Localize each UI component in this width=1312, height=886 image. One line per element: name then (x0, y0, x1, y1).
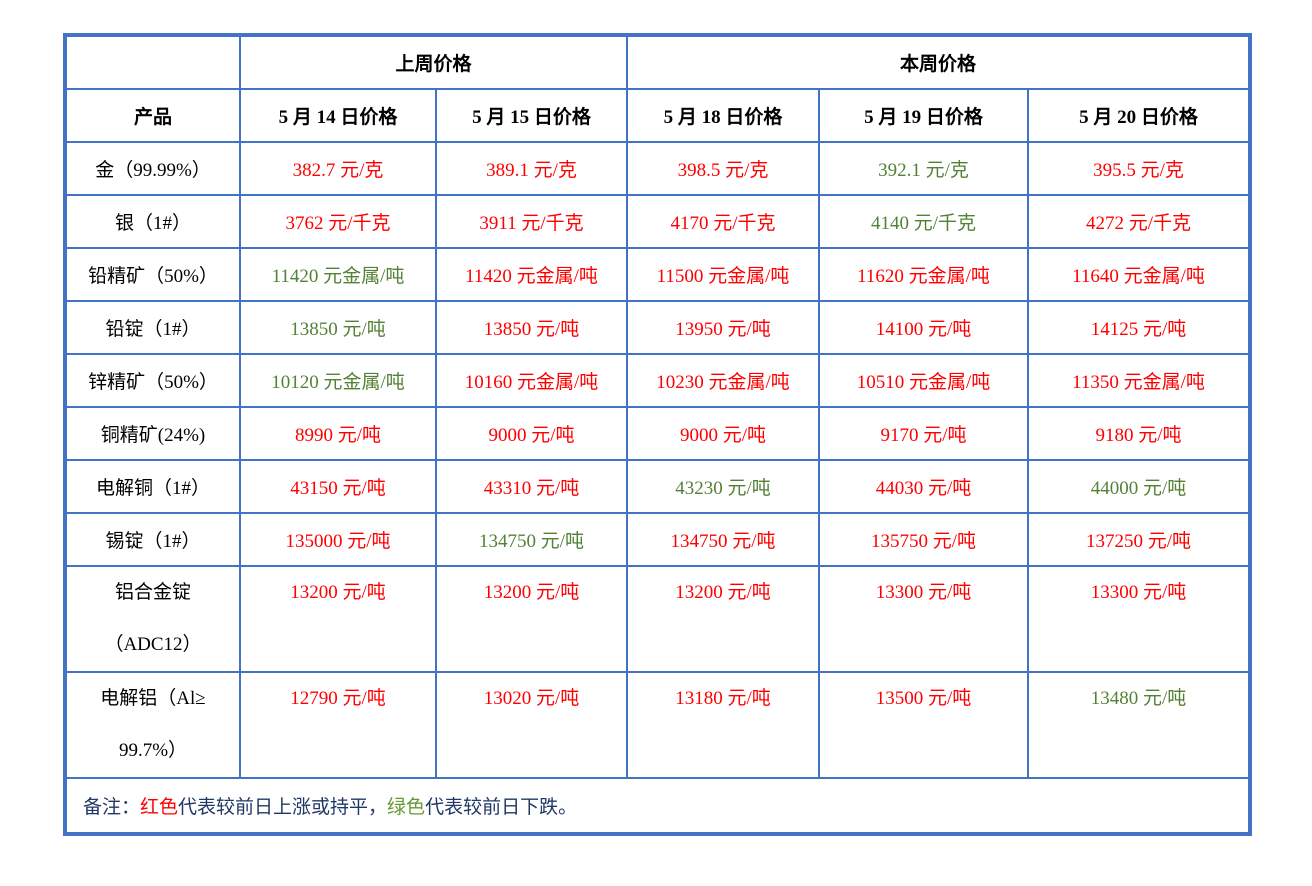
price-cell: 137250 元/吨 (1027, 512, 1252, 567)
product-cell: 电解铜（1#） (64, 459, 241, 514)
price-cell: 10120 元金属/吨 (239, 353, 437, 408)
empty-corner-cell (64, 34, 241, 90)
price-cell: 11640 元金属/吨 (1027, 247, 1252, 302)
price-cell: 13180 元/吨 (626, 671, 821, 779)
price-cell: 3762 元/千克 (239, 194, 437, 249)
price-cell: 13200 元/吨 (239, 565, 437, 673)
price-cell: 135000 元/吨 (239, 512, 437, 567)
note-green-meaning: 代表较前日下跌。 (425, 797, 578, 818)
price-cell: 11620 元金属/吨 (818, 247, 1030, 302)
table-row: 铅锭（1#） 13850 元/吨 13850 元/吨 13950 元/吨 14100 元… (64, 300, 1252, 355)
product-cell: 铅锭（1#） (64, 300, 241, 355)
table-row: 电解铜（1#） 43150 元/吨 43310 元/吨 43230 元/吨 44030 … (64, 459, 1252, 514)
table-row: 电解铝（Al≥ 99.7%） 12790 元/吨 13020 元/吨 13180 元/… (64, 671, 1252, 779)
price-cell: 8990 元/吨 (239, 406, 437, 461)
price-cell: 9180 元/吨 (1027, 406, 1252, 461)
price-cell: 13300 元/吨 (818, 565, 1030, 673)
date-column-header: 5 月 18 日价格 (626, 88, 821, 143)
price-cell: 10230 元金属/吨 (626, 353, 821, 408)
price-cell: 9000 元/吨 (626, 406, 821, 461)
note-cell: 备注：红色代表较前日上涨或持平，绿色代表较前日下跌。 (63, 777, 1252, 835)
date-column-header: 5 月 15 日价格 (434, 88, 629, 143)
price-cell: 4140 元/千克 (818, 194, 1030, 249)
table-row: 锡锭（1#） 135000 元/吨 134750 元/吨 134750 元/吨 1357… (64, 512, 1252, 567)
price-cell: 13480 元/吨 (1027, 671, 1252, 779)
price-cell: 3911 元/千克 (434, 194, 629, 249)
price-cell: 13200 元/吨 (434, 565, 629, 673)
price-cell: 9000 元/吨 (434, 406, 629, 461)
price-cell: 13200 元/吨 (626, 565, 821, 673)
note-row: 备注：红色代表较前日上涨或持平，绿色代表较前日下跌。 (63, 777, 1252, 835)
product-column-header: 产品 (64, 88, 241, 143)
price-cell: 43310 元/吨 (434, 459, 629, 514)
price-cell: 13950 元/吨 (626, 300, 821, 355)
document-page: 上周价格 本周价格 产品 5 月 14 日价格 5 月 15 日价格 5 月 1… (63, 33, 1253, 836)
price-cell: 44000 元/吨 (1027, 459, 1252, 514)
product-cell: 电解铝（Al≥ 99.7%） (64, 671, 241, 779)
last-week-group-header: 上周价格 (238, 34, 629, 90)
date-column-header: 5 月 20 日价格 (1027, 88, 1252, 143)
price-cell: 12790 元/吨 (239, 671, 437, 779)
product-cell: 铝合金锭 （ADC12） (64, 565, 241, 673)
price-cell: 43230 元/吨 (626, 459, 821, 514)
product-cell: 铜精矿(24%) (64, 406, 241, 461)
price-cell: 398.5 元/克 (626, 141, 821, 196)
column-header-row: 产品 5 月 14 日价格 5 月 15 日价格 5 月 18 日价格 5 月 … (64, 88, 1252, 143)
note-red-meaning: 代表较前日上涨或持平， (178, 797, 388, 818)
price-cell: 10160 元金属/吨 (434, 353, 629, 408)
price-cell: 135750 元/吨 (818, 512, 1030, 567)
price-cell: 134750 元/吨 (434, 512, 629, 567)
metal-price-table: 上周价格 本周价格 产品 5 月 14 日价格 5 月 15 日价格 5 月 1… (63, 33, 1253, 836)
date-column-header: 5 月 14 日价格 (239, 88, 437, 143)
price-cell: 134750 元/吨 (626, 512, 821, 567)
price-cell: 9170 元/吨 (818, 406, 1030, 461)
table-row: 铅精矿（50%） 11420 元金属/吨 11420 元金属/吨 11500 元金属/… (64, 247, 1252, 302)
price-cell: 14100 元/吨 (818, 300, 1030, 355)
product-cell: 金（99.99%） (64, 141, 241, 196)
price-cell: 4170 元/千克 (626, 194, 821, 249)
price-cell: 10510 元金属/吨 (818, 353, 1030, 408)
this-week-group-header: 本周价格 (626, 34, 1252, 90)
price-cell: 11420 元金属/吨 (434, 247, 629, 302)
price-cell: 395.5 元/克 (1027, 141, 1252, 196)
table-row: 银（1#） 3762 元/千克 3911 元/千克 4170 元/千克 4140 元/千… (64, 194, 1252, 249)
note-label: 备注： (83, 797, 141, 818)
price-cell: 382.7 元/克 (239, 141, 437, 196)
price-cell: 11350 元金属/吨 (1027, 353, 1252, 408)
price-cell: 13850 元/吨 (434, 300, 629, 355)
price-cell: 13020 元/吨 (434, 671, 629, 779)
group-header-row: 上周价格 本周价格 (64, 34, 1252, 90)
product-cell: 银（1#） (64, 194, 241, 249)
price-cell: 11500 元金属/吨 (626, 247, 821, 302)
price-cell: 13300 元/吨 (1027, 565, 1252, 673)
price-cell: 4272 元/千克 (1027, 194, 1252, 249)
price-cell: 43150 元/吨 (239, 459, 437, 514)
product-cell: 锌精矿（50%） (64, 353, 241, 408)
date-column-header: 5 月 19 日价格 (818, 88, 1030, 143)
table-row: 金（99.99%） 382.7 元/克 389.1 元/克 398.5 元/克 392.… (64, 141, 1252, 196)
price-cell: 13500 元/吨 (818, 671, 1030, 779)
note-red-term: 红色 (140, 797, 179, 818)
table-row: 锌精矿（50%） 10120 元金属/吨 10160 元金属/吨 10230 元金属/… (64, 353, 1252, 408)
table-row: 铝合金锭 （ADC12） 13200 元/吨 13200 元/吨 13200 元/吨 1… (64, 565, 1252, 673)
price-cell: 14125 元/吨 (1027, 300, 1252, 355)
price-cell: 389.1 元/克 (434, 141, 629, 196)
price-cell: 44030 元/吨 (818, 459, 1030, 514)
price-cell: 13850 元/吨 (239, 300, 437, 355)
note-green-term: 绿色 (387, 797, 426, 818)
product-cell: 锡锭（1#） (64, 512, 241, 567)
price-cell: 392.1 元/克 (818, 141, 1030, 196)
price-cell: 11420 元金属/吨 (239, 247, 437, 302)
table-row: 铜精矿(24%) 8990 元/吨 9000 元/吨 9000 元/吨 9170 元/吨… (64, 406, 1252, 461)
product-cell: 铅精矿（50%） (64, 247, 241, 302)
